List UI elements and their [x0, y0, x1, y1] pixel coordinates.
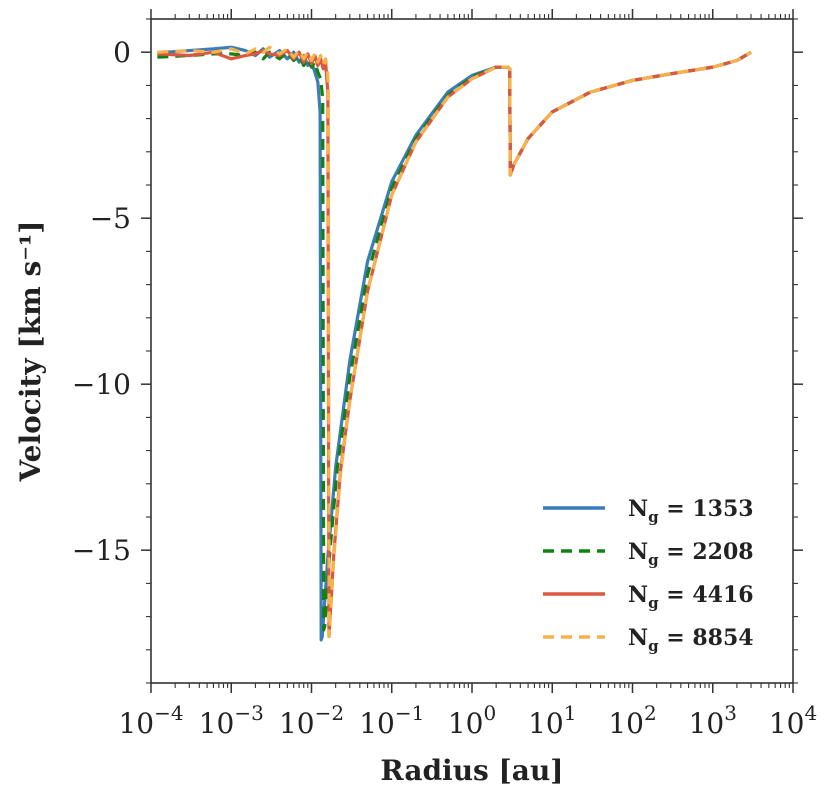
legend-label-main: N — [628, 496, 648, 522]
y-tick-label: −10 — [72, 368, 131, 401]
x-tick-label: 101 — [528, 701, 576, 740]
x-tick-label-exponent: −2 — [315, 701, 344, 725]
x-tick-label-base: 10 — [199, 707, 235, 740]
plot-frame — [150, 18, 794, 684]
legend-label-rest: = 1353 — [659, 496, 754, 522]
legend-label-sub: g — [648, 594, 659, 612]
x-tick-label-exponent: 4 — [804, 701, 817, 725]
y-axis-title-text: Velocity [km s⁻¹] — [14, 221, 47, 483]
y-axis-title: Velocity [km s⁻¹] — [14, 221, 47, 483]
series-line-4 — [157, 45, 752, 639]
legend-label-sub: g — [648, 637, 659, 655]
x-tick-label: 10−4 — [118, 701, 183, 740]
x-tick-label-base: 10 — [689, 707, 725, 740]
y-tick-label: 0 — [113, 36, 131, 69]
x-tick-label-exponent: 3 — [724, 701, 737, 725]
x-tick-label-base: 10 — [279, 707, 315, 740]
legend-label-sub: g — [648, 508, 659, 526]
legend-label-rest: = 8854 — [659, 625, 754, 651]
x-tick-label: 100 — [448, 701, 496, 740]
legend-label-3: Ng = 4416 — [628, 582, 754, 612]
legend-label-4: Ng = 8854 — [628, 625, 754, 655]
x-tick-label-base: 10 — [769, 707, 805, 740]
x-tick-label-base: 10 — [448, 707, 484, 740]
legend-label-1: Ng = 1353 — [628, 496, 754, 526]
x-tick-label-exponent: −4 — [154, 701, 183, 725]
x-tick-label-exponent: 0 — [483, 701, 496, 725]
x-tick-label: 10−1 — [359, 701, 424, 740]
x-tick-label-base: 10 — [608, 707, 644, 740]
x-tick-label-exponent: 1 — [564, 701, 577, 725]
x-tick-label: 10−2 — [279, 701, 344, 740]
series-layer — [157, 45, 752, 642]
legend-label-rest: = 4416 — [659, 582, 754, 608]
x-axis-title: Radius [au] — [380, 754, 563, 787]
x-tick-label-exponent: −1 — [395, 701, 424, 725]
legend-label-main: N — [628, 539, 648, 565]
legend-label-2: Ng = 2208 — [628, 539, 754, 569]
x-tick-label: 104 — [769, 701, 817, 740]
x-tick-label: 10−3 — [199, 701, 264, 740]
legend-label-sub: g — [648, 551, 659, 569]
x-tick-label: 103 — [689, 701, 737, 740]
x-tick-label-base: 10 — [118, 707, 154, 740]
legend-label-main: N — [628, 625, 648, 651]
x-tick-label-exponent: 2 — [644, 701, 657, 725]
x-tick-label-base: 10 — [359, 707, 395, 740]
x-tick-label: 102 — [608, 701, 656, 740]
y-tick-label: −15 — [72, 534, 131, 567]
x-tick-label-base: 10 — [528, 707, 564, 740]
y-tick-label: −5 — [90, 202, 131, 235]
x-tick-label-exponent: −3 — [234, 701, 263, 725]
legend-label-main: N — [628, 582, 648, 608]
legend-label-rest: = 2208 — [659, 539, 754, 565]
